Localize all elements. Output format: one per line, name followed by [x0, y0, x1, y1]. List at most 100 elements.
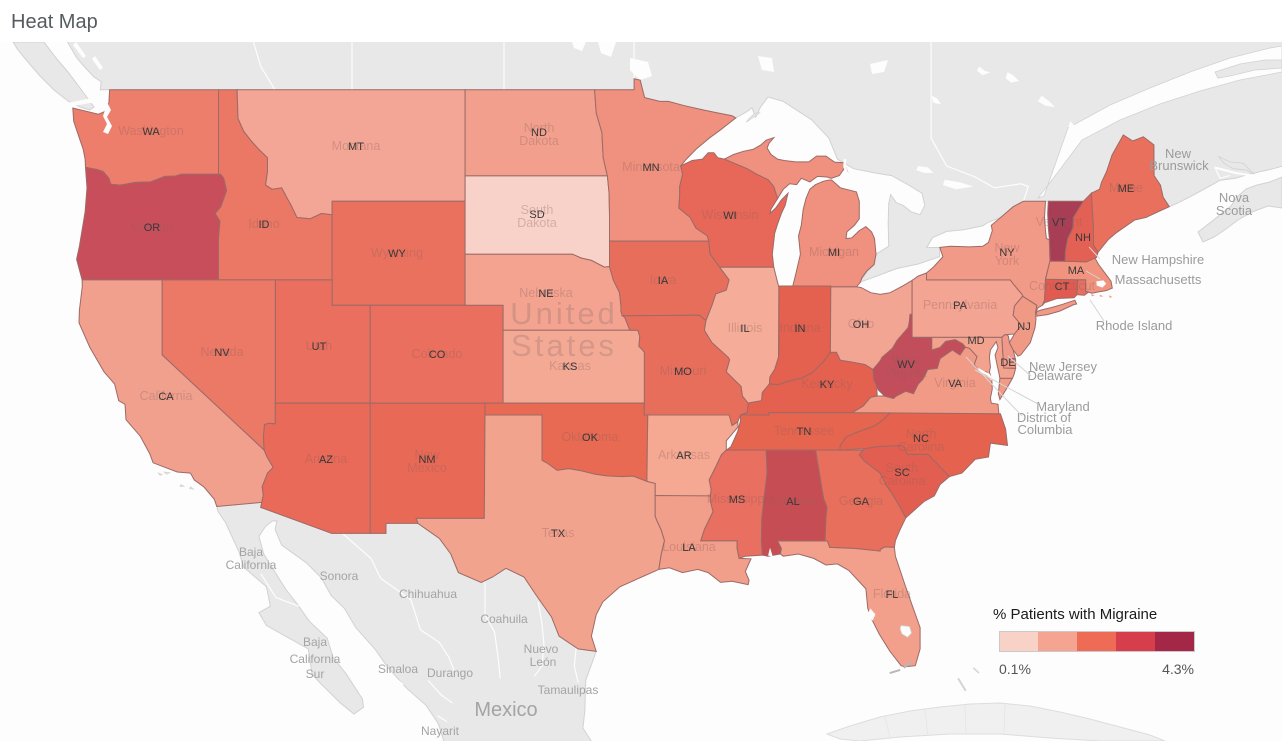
svg-text:New: New	[994, 241, 1020, 255]
svg-text:Pennsylvania: Pennsylvania	[923, 298, 997, 312]
svg-text:California: California	[140, 389, 193, 403]
svg-text:Connecticut: Connecticut	[1029, 279, 1096, 293]
svg-text:NC: NC	[913, 433, 929, 445]
svg-text:MN: MN	[642, 162, 659, 174]
svg-text:West: West	[892, 353, 921, 367]
svg-text:ND: ND	[531, 127, 547, 139]
svg-text:ID: ID	[259, 219, 270, 231]
svg-text:Ohio: Ohio	[848, 317, 874, 331]
svg-text:Sur: Sur	[306, 667, 325, 681]
svg-text:Arizona: Arizona	[305, 452, 347, 466]
svg-text:Oklahoma: Oklahoma	[562, 430, 619, 444]
svg-text:NJ: NJ	[1017, 321, 1030, 333]
svg-text:Nova: Nova	[1219, 190, 1250, 205]
svg-text:Arkansas: Arkansas	[658, 448, 710, 462]
svg-text:CA: CA	[158, 391, 174, 403]
svg-text:North: North	[524, 121, 555, 135]
svg-text:Brunswick: Brunswick	[1149, 158, 1209, 173]
svg-text:NH: NH	[1075, 232, 1091, 244]
svg-text:Mexico: Mexico	[407, 461, 447, 475]
svg-text:FL: FL	[886, 589, 899, 601]
svg-text:Delaware: Delaware	[1028, 368, 1083, 383]
svg-text:Louisiana: Louisiana	[662, 540, 716, 554]
svg-text:ME: ME	[1118, 183, 1135, 195]
svg-text:Indiana: Indiana	[779, 321, 820, 335]
svg-text:Baja: Baja	[239, 545, 263, 559]
svg-text:IA: IA	[658, 275, 669, 287]
svg-text:Columbia: Columbia	[1018, 422, 1074, 437]
svg-text:Nuevo: Nuevo	[524, 642, 559, 656]
svg-text:Mexico: Mexico	[474, 699, 537, 721]
svg-text:AL: AL	[786, 496, 799, 508]
svg-text:Coahuila: Coahuila	[480, 612, 528, 626]
svg-text:Alabama: Alabama	[768, 494, 817, 508]
svg-text:Nevada: Nevada	[200, 345, 243, 359]
svg-text:NY: NY	[999, 247, 1015, 259]
svg-text:United: United	[510, 296, 618, 331]
svg-text:Scotia: Scotia	[1216, 203, 1253, 218]
svg-text:4.3%: 4.3%	[1162, 661, 1194, 677]
svg-text:Florida: Florida	[873, 587, 911, 601]
svg-text:Colorado: Colorado	[412, 347, 463, 361]
svg-text:OH: OH	[853, 319, 870, 331]
svg-text:New Hampshire: New Hampshire	[1112, 252, 1204, 267]
svg-text:Oregon: Oregon	[131, 220, 173, 234]
svg-text:York: York	[995, 254, 1020, 268]
svg-text:IL: IL	[740, 323, 749, 335]
svg-text:Nebraska: Nebraska	[519, 286, 573, 300]
svg-text:AR: AR	[676, 450, 691, 462]
svg-text:Carolina: Carolina	[879, 474, 926, 488]
svg-text:MD: MD	[967, 335, 984, 347]
svg-text:% Patients with Migraine: % Patients with Migraine	[993, 606, 1157, 623]
svg-text:Tamaulipas: Tamaulipas	[538, 683, 599, 697]
svg-text:MO: MO	[674, 366, 692, 378]
svg-text:Massachusetts: Massachusetts	[1115, 272, 1202, 287]
svg-text:NE: NE	[538, 288, 553, 300]
svg-text:Minnesota: Minnesota	[622, 160, 680, 174]
svg-text:DE: DE	[1000, 357, 1015, 369]
svg-text:GA: GA	[853, 496, 870, 508]
svg-text:KS: KS	[563, 361, 578, 373]
svg-text:Maryland: Maryland	[1036, 399, 1089, 414]
svg-text:Sonora: Sonora	[320, 569, 359, 583]
svg-text:Tennessee: Tennessee	[774, 424, 835, 438]
svg-text:MT: MT	[348, 141, 364, 153]
svg-text:Chihuahua: Chihuahua	[399, 587, 457, 601]
svg-text:Utah: Utah	[306, 339, 332, 353]
svg-text:Mississippi: Mississippi	[707, 492, 767, 506]
svg-text:CO: CO	[429, 349, 446, 361]
svg-text:Missouri: Missouri	[660, 364, 707, 378]
svg-text:KY: KY	[820, 379, 835, 391]
svg-text:Carolina: Carolina	[898, 440, 945, 454]
svg-text:Georgia: Georgia	[839, 494, 884, 508]
svg-text:South: South	[886, 461, 919, 475]
svg-text:Iowa: Iowa	[650, 273, 676, 287]
svg-text:Michigan: Michigan	[809, 245, 859, 259]
svg-text:OR: OR	[144, 222, 161, 234]
svg-text:Virginia: Virginia	[885, 366, 927, 380]
svg-text:Vermont: Vermont	[1036, 215, 1083, 229]
svg-text:NM: NM	[418, 454, 435, 466]
svg-text:Baja: Baja	[303, 635, 327, 649]
svg-text:IN: IN	[795, 323, 806, 335]
svg-text:New: New	[1165, 146, 1192, 161]
svg-text:Virginia: Virginia	[934, 376, 976, 390]
svg-text:California: California	[290, 652, 341, 666]
svg-text:PA: PA	[953, 300, 968, 312]
svg-text:MI: MI	[828, 247, 840, 259]
svg-text:North: North	[906, 427, 937, 441]
svg-text:Kansas: Kansas	[549, 359, 591, 373]
svg-text:OK: OK	[582, 432, 599, 444]
svg-text:Wyoming: Wyoming	[371, 246, 423, 260]
svg-text:California: California	[226, 558, 277, 572]
svg-text:NV: NV	[214, 347, 230, 359]
svg-text:District of: District of	[1017, 410, 1072, 425]
svg-text:Kentucky: Kentucky	[801, 377, 853, 391]
svg-text:VT: VT	[1052, 217, 1066, 229]
svg-text:UT: UT	[312, 341, 327, 353]
svg-text:MA: MA	[1068, 265, 1085, 277]
svg-text:Rhode Island: Rhode Island	[1096, 318, 1173, 333]
svg-text:WY: WY	[388, 248, 406, 260]
svg-text:WA: WA	[142, 126, 160, 138]
svg-text:New Jersey: New Jersey	[1029, 359, 1097, 374]
